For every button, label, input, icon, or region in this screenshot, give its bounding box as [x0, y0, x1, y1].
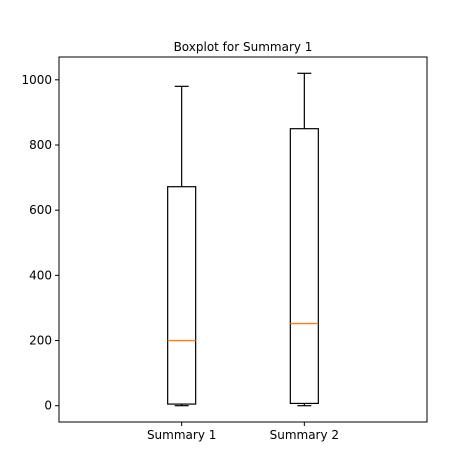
y-tick-label: 1000: [21, 73, 52, 87]
y-tick-label: 600: [29, 203, 52, 217]
plot-area: 0 200 400 600 800 1000 Summary 1 Summary 2: [21, 56, 428, 442]
box-iqr: [289, 128, 319, 405]
chart-title: Boxplot for Summary 1: [174, 40, 313, 54]
axes-frame: [58, 56, 428, 423]
x-tick-label: Summary 1: [147, 428, 216, 442]
y-tick-label: 200: [29, 334, 52, 348]
box-iqr: [167, 186, 197, 405]
y-tick-label: 800: [29, 138, 52, 152]
y-tick-label: 0: [44, 399, 52, 413]
x-tick-label: Summary 2: [270, 428, 339, 442]
y-tick-label: 400: [29, 268, 52, 282]
